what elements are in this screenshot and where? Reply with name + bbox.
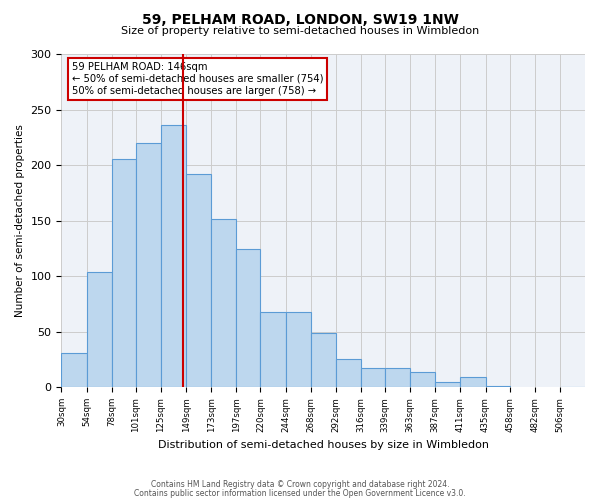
Bar [161,125,186,387]
Y-axis label: Number of semi-detached properties: Number of semi-detached properties [15,124,25,317]
Bar [236,250,260,387]
Bar [485,386,509,387]
X-axis label: Distribution of semi-detached houses by size in Wimbledon: Distribution of semi-detached houses by … [158,440,489,450]
Bar [61,352,86,387]
Bar [186,174,211,387]
Bar [460,377,485,387]
Bar [286,312,311,387]
Bar [260,312,286,387]
Text: Contains HM Land Registry data © Crown copyright and database right 2024.: Contains HM Land Registry data © Crown c… [151,480,449,489]
Bar [336,360,361,387]
Bar [410,372,435,387]
Text: 59 PELHAM ROAD: 146sqm
← 50% of semi-detached houses are smaller (754)
50% of se: 59 PELHAM ROAD: 146sqm ← 50% of semi-det… [72,62,323,96]
Bar [136,143,161,387]
Bar [211,220,236,387]
Bar [112,160,136,387]
Text: Size of property relative to semi-detached houses in Wimbledon: Size of property relative to semi-detach… [121,26,479,36]
Bar [311,332,336,387]
Bar [385,368,410,387]
Bar [435,382,460,387]
Bar [86,272,112,387]
Text: Contains public sector information licensed under the Open Government Licence v3: Contains public sector information licen… [134,488,466,498]
Text: 59, PELHAM ROAD, LONDON, SW19 1NW: 59, PELHAM ROAD, LONDON, SW19 1NW [142,12,458,26]
Bar [361,368,385,387]
